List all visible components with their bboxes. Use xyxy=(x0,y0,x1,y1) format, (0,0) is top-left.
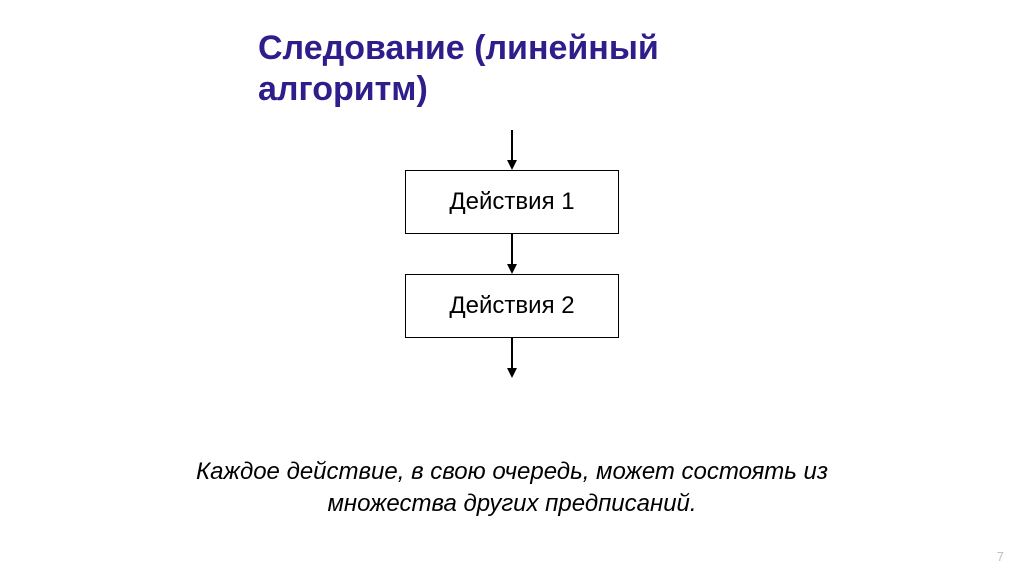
arrow-incoming xyxy=(507,130,517,170)
arrow-head-icon xyxy=(507,160,517,170)
arrow-between xyxy=(507,234,517,274)
node-label: Действия 1 xyxy=(449,188,574,216)
slide-title: Следование (линейный алгоритм) xyxy=(258,28,778,110)
arrow-line xyxy=(511,338,513,368)
flowchart-node-1: Действия 1 xyxy=(405,170,619,234)
flowchart-node-2: Действия 2 xyxy=(405,274,619,338)
slide-caption: Каждое действие, в свою очередь, может с… xyxy=(0,456,1024,521)
arrow-outgoing xyxy=(507,338,517,378)
page-number: 7 xyxy=(997,549,1004,564)
arrow-head-icon xyxy=(507,368,517,378)
flowchart-container: Действия 1 Действия 2 xyxy=(0,130,1024,378)
arrow-line xyxy=(511,234,513,264)
arrow-head-icon xyxy=(507,264,517,274)
arrow-line xyxy=(511,130,513,160)
node-label: Действия 2 xyxy=(449,292,574,320)
